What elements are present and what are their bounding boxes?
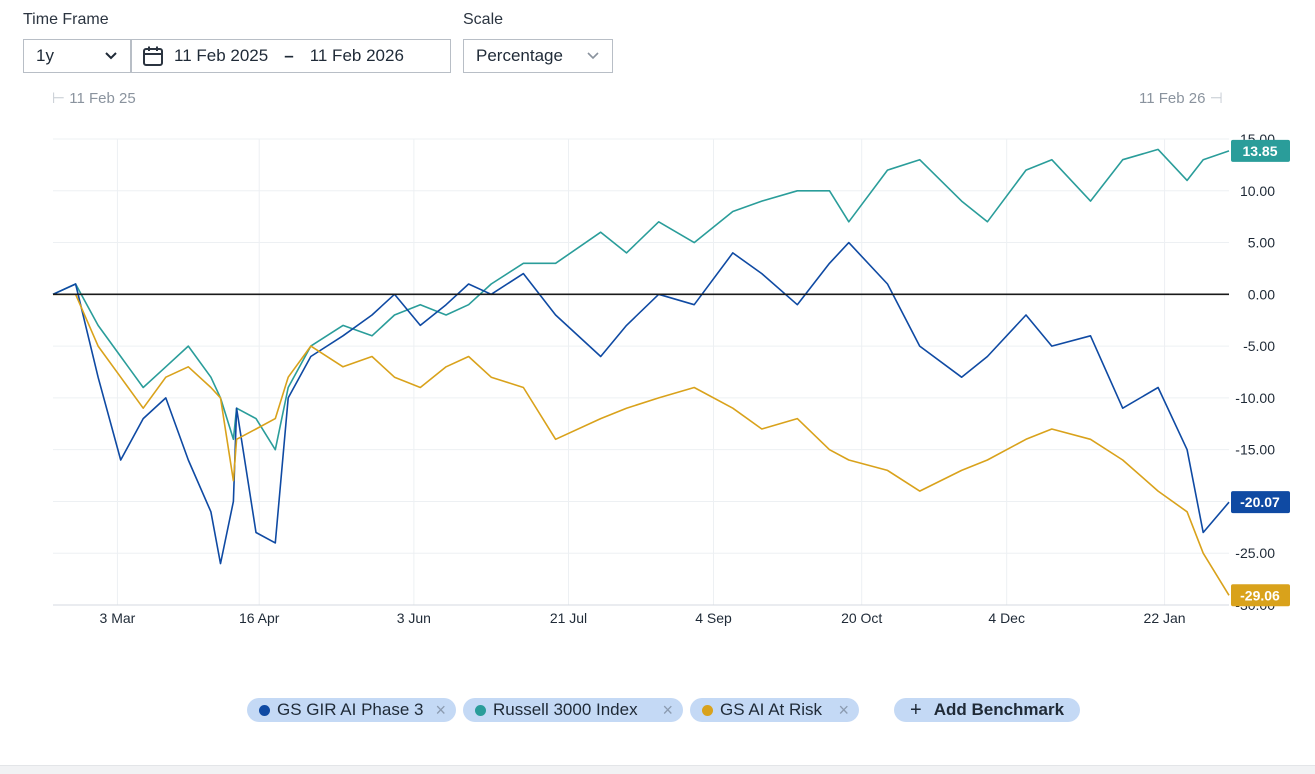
y-tick-label: 10.00	[1240, 183, 1275, 199]
remove-series-icon[interactable]: ×	[662, 699, 673, 720]
add-benchmark-label: Add Benchmark	[933, 700, 1065, 719]
series-color-dot	[702, 704, 713, 716]
last-value-label: 13.85	[1242, 143, 1277, 159]
x-tick-label: 20 Oct	[841, 610, 882, 626]
time-frame-value: 1y	[36, 46, 54, 65]
last-value-label: -29.06	[1240, 587, 1280, 603]
y-tick-label: -15.00	[1235, 442, 1275, 458]
footer-bar	[0, 765, 1315, 774]
x-tick-label: 4 Sep	[695, 610, 732, 626]
legend-label: GS GIR AI Phase 3	[277, 700, 424, 719]
time-frame-select[interactable]: 1y	[23, 39, 131, 73]
range-end-marker[interactable]: 11 Feb 26 ⊣	[1139, 89, 1223, 107]
performance-chart[interactable]: 15.0010.005.000.00-5.00-10.00-15.00-20.0…	[0, 0, 1315, 660]
series-line	[52, 148, 1230, 451]
legend-label: GS AI At Risk	[720, 700, 823, 719]
range-end-label: 11 Feb 26	[1139, 90, 1206, 107]
date-from-input[interactable]: 11 Feb 2025	[174, 46, 269, 65]
chevron-down-icon	[105, 52, 117, 60]
series-line	[53, 293, 1230, 596]
range-end-bracket-icon: ⊣	[1205, 90, 1223, 107]
legend-pill-gs-ai-at-risk[interactable]: GS AI At Risk ×	[690, 698, 859, 722]
x-tick-label: 21 Jul	[550, 610, 587, 626]
x-tick-label: 3 Jun	[397, 610, 431, 626]
legend-pill-gs-gir-ai-phase-3[interactable]: GS GIR AI Phase 3 ×	[247, 698, 456, 722]
y-tick-label: -5.00	[1243, 338, 1275, 354]
last-value-badge	[1231, 491, 1290, 514]
range-start-marker[interactable]: ⊢ 11 Feb 25	[52, 89, 136, 107]
chevron-down-icon	[587, 52, 599, 60]
last-value-badge	[1231, 584, 1290, 607]
series-line	[52, 241, 1230, 565]
time-frame-label: Time Frame	[23, 11, 109, 28]
y-tick-label: 0.00	[1248, 286, 1275, 302]
range-start-bracket-icon: ⊢	[52, 90, 70, 107]
remove-series-icon[interactable]: ×	[838, 699, 849, 720]
calendar-icon[interactable]	[142, 45, 164, 67]
x-tick-label: 16 Apr	[239, 610, 280, 626]
date-range-picker[interactable]: 11 Feb 2025 – 11 Feb 2026	[131, 39, 451, 73]
range-start-label: 11 Feb 25	[69, 90, 136, 107]
y-tick-label: -25.00	[1235, 545, 1275, 561]
date-to-input[interactable]: 11 Feb 2026	[309, 46, 404, 65]
scale-select[interactable]: Percentage	[463, 39, 613, 73]
x-tick-label: 4 Dec	[988, 610, 1025, 626]
x-tick-label: 22 Jan	[1144, 610, 1186, 626]
last-value-label: -20.07	[1240, 494, 1280, 510]
plus-icon: +	[910, 698, 922, 721]
scale-label: Scale	[463, 11, 504, 28]
date-separator: –	[284, 46, 294, 65]
legend-label: Russell 3000 Index	[493, 700, 638, 719]
y-tick-label: 5.00	[1248, 235, 1275, 251]
remove-series-icon[interactable]: ×	[435, 699, 446, 720]
scale-value: Percentage	[476, 46, 563, 65]
series-color-dot	[475, 704, 486, 716]
x-tick-label: 3 Mar	[100, 610, 136, 626]
add-benchmark-button[interactable]: + Add Benchmark	[894, 698, 1081, 722]
y-tick-label: -10.00	[1235, 390, 1275, 406]
last-value-badge	[1231, 139, 1290, 162]
legend-pill-russell-3000-index[interactable]: Russell 3000 Index ×	[463, 698, 683, 722]
series-color-dot	[259, 704, 270, 716]
